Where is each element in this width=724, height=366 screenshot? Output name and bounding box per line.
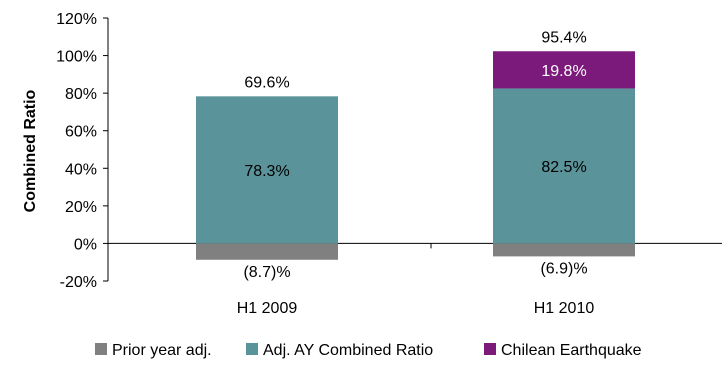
legend-label: Chilean Earthquake xyxy=(501,342,642,359)
y-tick-label: 20% xyxy=(65,199,97,216)
bar-segment xyxy=(493,88,635,244)
legend-swatch xyxy=(484,343,496,355)
y-tick-label: -20% xyxy=(60,274,97,291)
data-labels: (8.7)% 78.3% 69.6% (6.9)% 82.5% 19.8% 95.4% xyxy=(243,29,587,281)
bar-segment xyxy=(196,243,338,260)
y-tick-label: 60% xyxy=(65,124,97,141)
segment-label: 19.8% xyxy=(541,63,586,80)
y-tick-label: 40% xyxy=(65,161,97,178)
total-label: 69.6% xyxy=(244,74,289,91)
x-tick-label: H1 2010 xyxy=(534,300,595,317)
segment-label: 82.5% xyxy=(541,159,586,176)
y-axis-label: Combined Ratio xyxy=(22,89,39,212)
legend-swatch xyxy=(95,343,107,355)
legend-label: Adj. AY Combined Ratio xyxy=(263,342,433,359)
total-label: 95.4% xyxy=(541,29,586,46)
tick-labels: -20% 0% 20% 40% 60% 80% 100% 120% H1 2009 H1 2010 xyxy=(56,11,594,317)
legend-label: Prior year adj. xyxy=(112,342,212,359)
segment-label: 78.3% xyxy=(244,163,289,180)
legend-swatch xyxy=(246,343,258,355)
segment-label: (8.7)% xyxy=(243,264,290,281)
x-tick-label: H1 2009 xyxy=(237,300,298,317)
y-tick-label: 100% xyxy=(56,49,97,66)
y-tick-label: 120% xyxy=(56,11,97,28)
legend: Prior year adj. Adj. AY Combined Ratio Chi… xyxy=(95,342,642,359)
bars xyxy=(196,51,635,260)
segment-label: (6.9)% xyxy=(540,260,587,277)
bar-segment xyxy=(493,51,635,89)
y-tick-label: 80% xyxy=(65,86,97,103)
bar-segment xyxy=(196,96,338,244)
y-tick-label: 0% xyxy=(74,236,97,253)
bar-segment xyxy=(493,243,635,257)
